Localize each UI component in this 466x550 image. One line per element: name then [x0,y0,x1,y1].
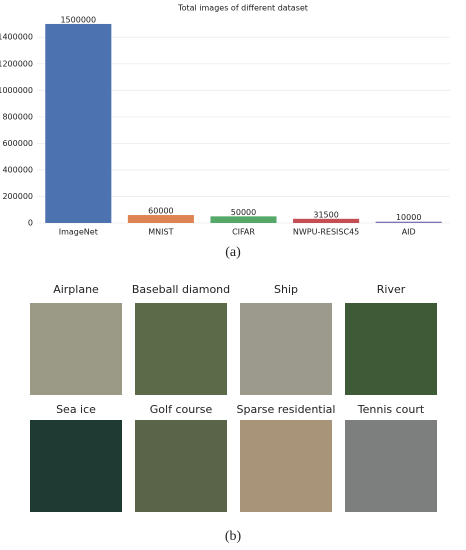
image [240,303,332,395]
x-tick-label: AID [402,228,416,237]
y-tick-label: 1400000 [0,33,33,42]
image [135,420,227,512]
bar [210,216,277,223]
data-label: 1500000 [60,15,96,24]
bar [375,221,442,223]
image-label: Golf course [150,403,213,416]
caption: (a) [225,245,241,260]
y-tick-label: 1200000 [0,59,33,68]
image-label: Ship [274,283,298,296]
image [345,303,437,395]
image [30,303,122,395]
y-tick-label: 800000 [2,112,33,121]
y-tick-label: 0 [28,219,33,228]
image-label: Baseball diamond [132,283,230,296]
y-tick-label: 600000 [2,139,33,148]
data-label: 10000 [396,213,421,222]
x-tick-label: ImageNet [59,228,98,237]
image-label: Tennis court [357,403,425,416]
y-tick-label: 1000000 [0,86,33,95]
x-tick-label: MNIST [148,228,173,237]
image-label: Sparse residential [237,403,336,416]
data-label: 60000 [148,207,173,216]
y-tick-label: 200000 [2,192,33,201]
image [135,303,227,395]
image [240,420,332,512]
x-tick-label: NWPU-RESISC45 [293,228,359,237]
data-label: 50000 [231,208,256,217]
bar [45,23,112,224]
image-label: River [377,283,406,296]
image-grid [30,303,437,512]
bar [127,215,194,223]
image [30,420,122,512]
image-label: Sea ice [56,403,96,416]
chart-title: Total images of different dataset [177,4,308,13]
caption: (b) [225,529,242,544]
bar [293,218,360,223]
x-tick-label: CIFAR [232,228,255,237]
image-label: Airplane [53,283,99,296]
image [345,420,437,512]
y-tick-label: 400000 [2,165,33,174]
data-label: 31500 [313,210,338,219]
